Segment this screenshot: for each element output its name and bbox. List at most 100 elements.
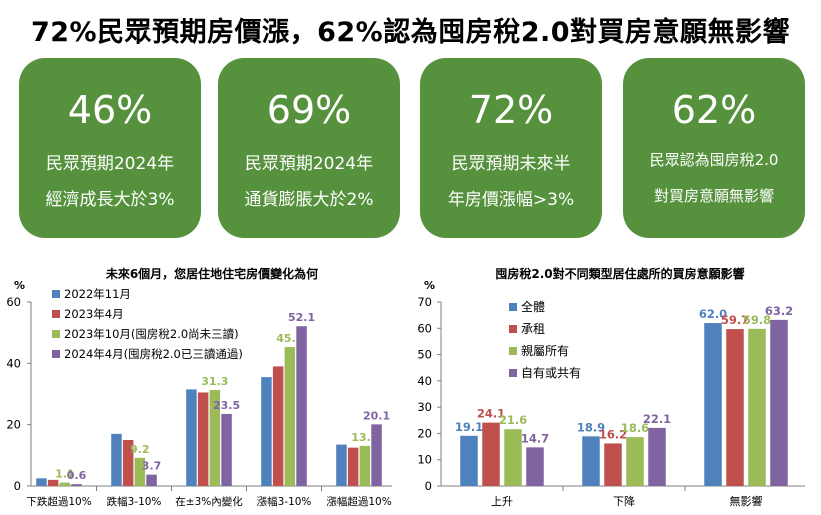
stat-card-text: 民眾預期未來半	[451, 154, 571, 174]
legend-swatch	[52, 350, 60, 358]
legend-label: 承租	[521, 322, 545, 336]
y-tick-label: 70	[417, 295, 432, 309]
bar	[111, 433, 122, 486]
data-label: 62.0	[699, 307, 727, 321]
bar	[336, 444, 347, 486]
bar	[272, 366, 284, 486]
legend-swatch	[509, 303, 517, 311]
stat-card-text: 民眾預期2024年	[45, 154, 175, 174]
data-label: 21.6	[499, 413, 527, 427]
data-label: 52.1	[288, 311, 315, 324]
stat-card-text: 民眾認為囤房稅2.0	[649, 151, 779, 169]
bar	[504, 429, 522, 486]
bar	[221, 413, 232, 486]
legend-swatch	[52, 310, 60, 318]
x-category-label: 漲幅超過10%	[326, 495, 391, 508]
stat-card-text: 年房價漲幅>3%	[447, 190, 575, 210]
data-label: 59.7	[721, 313, 749, 327]
x-category-label: 無影響	[730, 494, 763, 508]
data-label: 63.2	[765, 304, 793, 318]
chart-title: 囤房稅2.0對不同類型居住處所的買房意願影響	[495, 266, 744, 281]
data-label: 18.6	[621, 421, 649, 435]
bar	[209, 390, 221, 486]
x-category-label: 在±3%內變化	[175, 495, 243, 508]
bar	[71, 484, 82, 486]
y-axis-label: %	[14, 279, 25, 292]
stat-card-value: 46%	[67, 88, 153, 132]
data-label: 1.1	[55, 468, 75, 481]
bar	[526, 447, 544, 486]
page-headline: 72%民眾預期房價漲，62%認為囤房稅2.0對買房意願無影響	[30, 17, 791, 48]
stat-card-text: 通貨膨脹大於2%	[244, 190, 374, 210]
bar	[261, 377, 272, 486]
y-axis-label: %	[424, 279, 435, 292]
y-tick-label: 50	[417, 348, 432, 362]
bar	[122, 440, 134, 486]
stat-card-value: 62%	[671, 88, 757, 132]
legend-label: 親屬所有	[521, 344, 569, 358]
bar	[59, 482, 71, 486]
data-label: 20.1	[363, 409, 390, 422]
stat-card-text: 對買房意願無影響	[653, 187, 774, 205]
x-category-label: 漲幅3-10%	[257, 495, 312, 508]
bar	[146, 474, 157, 486]
bar	[704, 323, 722, 486]
data-label: 31.3	[201, 375, 228, 388]
legend-swatch	[509, 347, 517, 355]
bar	[197, 392, 209, 486]
bar	[186, 389, 197, 486]
stat-card-value: 72%	[468, 88, 554, 132]
bar	[47, 479, 59, 486]
data-label: 16.2	[599, 427, 627, 441]
stat-card-inflation: 69% 民眾預期2024年 通貨膨脹大於2%	[218, 58, 400, 238]
data-label: 18.9	[577, 420, 605, 434]
stat-card-value: 69%	[266, 88, 352, 132]
data-label: 3.7	[142, 460, 162, 473]
stat-card-text: 民眾預期2024年	[244, 154, 374, 174]
legend-label: 2024年4月(囤房稅2.0已三讀通過)	[64, 347, 243, 361]
legend-label: 2023年10月(囤房稅2.0尚未三讀)	[64, 327, 239, 341]
legend-swatch	[52, 330, 60, 338]
bar	[359, 445, 371, 486]
y-tick-label: 40	[417, 374, 432, 388]
bar	[626, 437, 644, 486]
data-label: 14.7	[521, 431, 549, 445]
y-tick-label: 60	[417, 321, 432, 335]
legend-swatch	[509, 369, 517, 377]
legend-label: 2023年4月	[64, 307, 124, 321]
bar	[284, 347, 296, 486]
summary-cards: 46% 民眾預期2024年 經濟成長大於3% 69% 民眾預期2024年 通貨膨…	[0, 58, 821, 238]
y-tick-label: 0	[14, 479, 21, 493]
data-label: 9.2	[130, 443, 150, 456]
legend-swatch	[509, 325, 517, 333]
bar	[296, 326, 307, 486]
bar	[482, 422, 500, 486]
y-tick-label: 30	[417, 400, 432, 414]
bar	[648, 427, 666, 486]
x-category-label: 上升	[491, 495, 513, 508]
bar	[726, 329, 744, 486]
data-label: 19.1	[455, 420, 483, 434]
x-category-label: 下降	[613, 494, 635, 508]
x-category-label: 下跌超過10%	[26, 495, 91, 508]
bar	[460, 435, 478, 486]
bar	[347, 447, 359, 486]
data-label: 22.1	[643, 412, 671, 426]
y-tick-label: 0	[425, 479, 432, 493]
y-tick-label: 40	[6, 356, 21, 370]
stat-card-gdp: 46% 民眾預期2024年 經濟成長大於3%	[19, 58, 201, 238]
legend-label: 全體	[521, 299, 545, 314]
legend-label: 自有或共有	[521, 366, 581, 380]
bar	[748, 328, 766, 486]
stat-card-house-price: 72% 民眾預期未來半 年房價漲幅>3%	[420, 58, 602, 238]
bar	[36, 478, 47, 486]
data-label: 24.1	[477, 407, 505, 421]
chart-title: 未來6個月，您居住地住宅房價變化為何	[105, 266, 318, 281]
y-tick-label: 10	[417, 453, 432, 467]
x-category-label: 跌幅3-10%	[107, 495, 162, 508]
stat-card-housing-tax: 62% 民眾認為囤房稅2.0 對買房意願無影響	[623, 58, 805, 238]
y-tick-label: 60	[6, 295, 21, 309]
bar	[134, 457, 146, 486]
y-tick-label: 20	[417, 426, 432, 440]
